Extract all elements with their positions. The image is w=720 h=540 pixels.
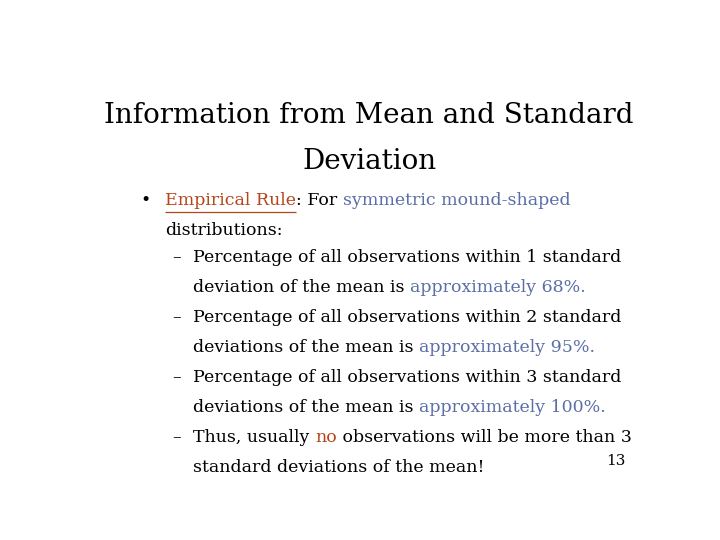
Text: standard deviations of the mean!: standard deviations of the mean!: [193, 459, 485, 476]
Text: Percentage of all observations within 2 standard: Percentage of all observations within 2 …: [193, 309, 621, 326]
Text: deviations of the mean is: deviations of the mean is: [193, 339, 419, 356]
Text: –: –: [172, 369, 181, 386]
Text: approximately 100%.: approximately 100%.: [419, 399, 606, 416]
Text: Information from Mean and Standard: Information from Mean and Standard: [104, 102, 634, 129]
Text: observations will be more than 3: observations will be more than 3: [337, 429, 631, 446]
Text: •: •: [140, 192, 151, 208]
Text: Deviation: Deviation: [302, 148, 436, 175]
Text: no: no: [315, 429, 337, 446]
Text: distributions:: distributions:: [166, 221, 283, 239]
Text: Percentage of all observations within 3 standard: Percentage of all observations within 3 …: [193, 369, 621, 386]
Text: approximately 68%.: approximately 68%.: [410, 279, 586, 296]
Text: Thus, usually: Thus, usually: [193, 429, 315, 446]
Text: –: –: [172, 429, 181, 446]
Text: : For: : For: [297, 192, 343, 208]
Text: symmetric mound-shaped: symmetric mound-shaped: [343, 192, 571, 208]
Text: 13: 13: [606, 454, 626, 468]
Text: Percentage of all observations within 1 standard: Percentage of all observations within 1 …: [193, 249, 621, 266]
Text: –: –: [172, 309, 181, 326]
Text: –: –: [172, 249, 181, 266]
Text: deviation of the mean is: deviation of the mean is: [193, 279, 410, 296]
Text: Empirical Rule: Empirical Rule: [166, 192, 297, 208]
Text: deviations of the mean is: deviations of the mean is: [193, 399, 419, 416]
Text: approximately 95%.: approximately 95%.: [419, 339, 595, 356]
